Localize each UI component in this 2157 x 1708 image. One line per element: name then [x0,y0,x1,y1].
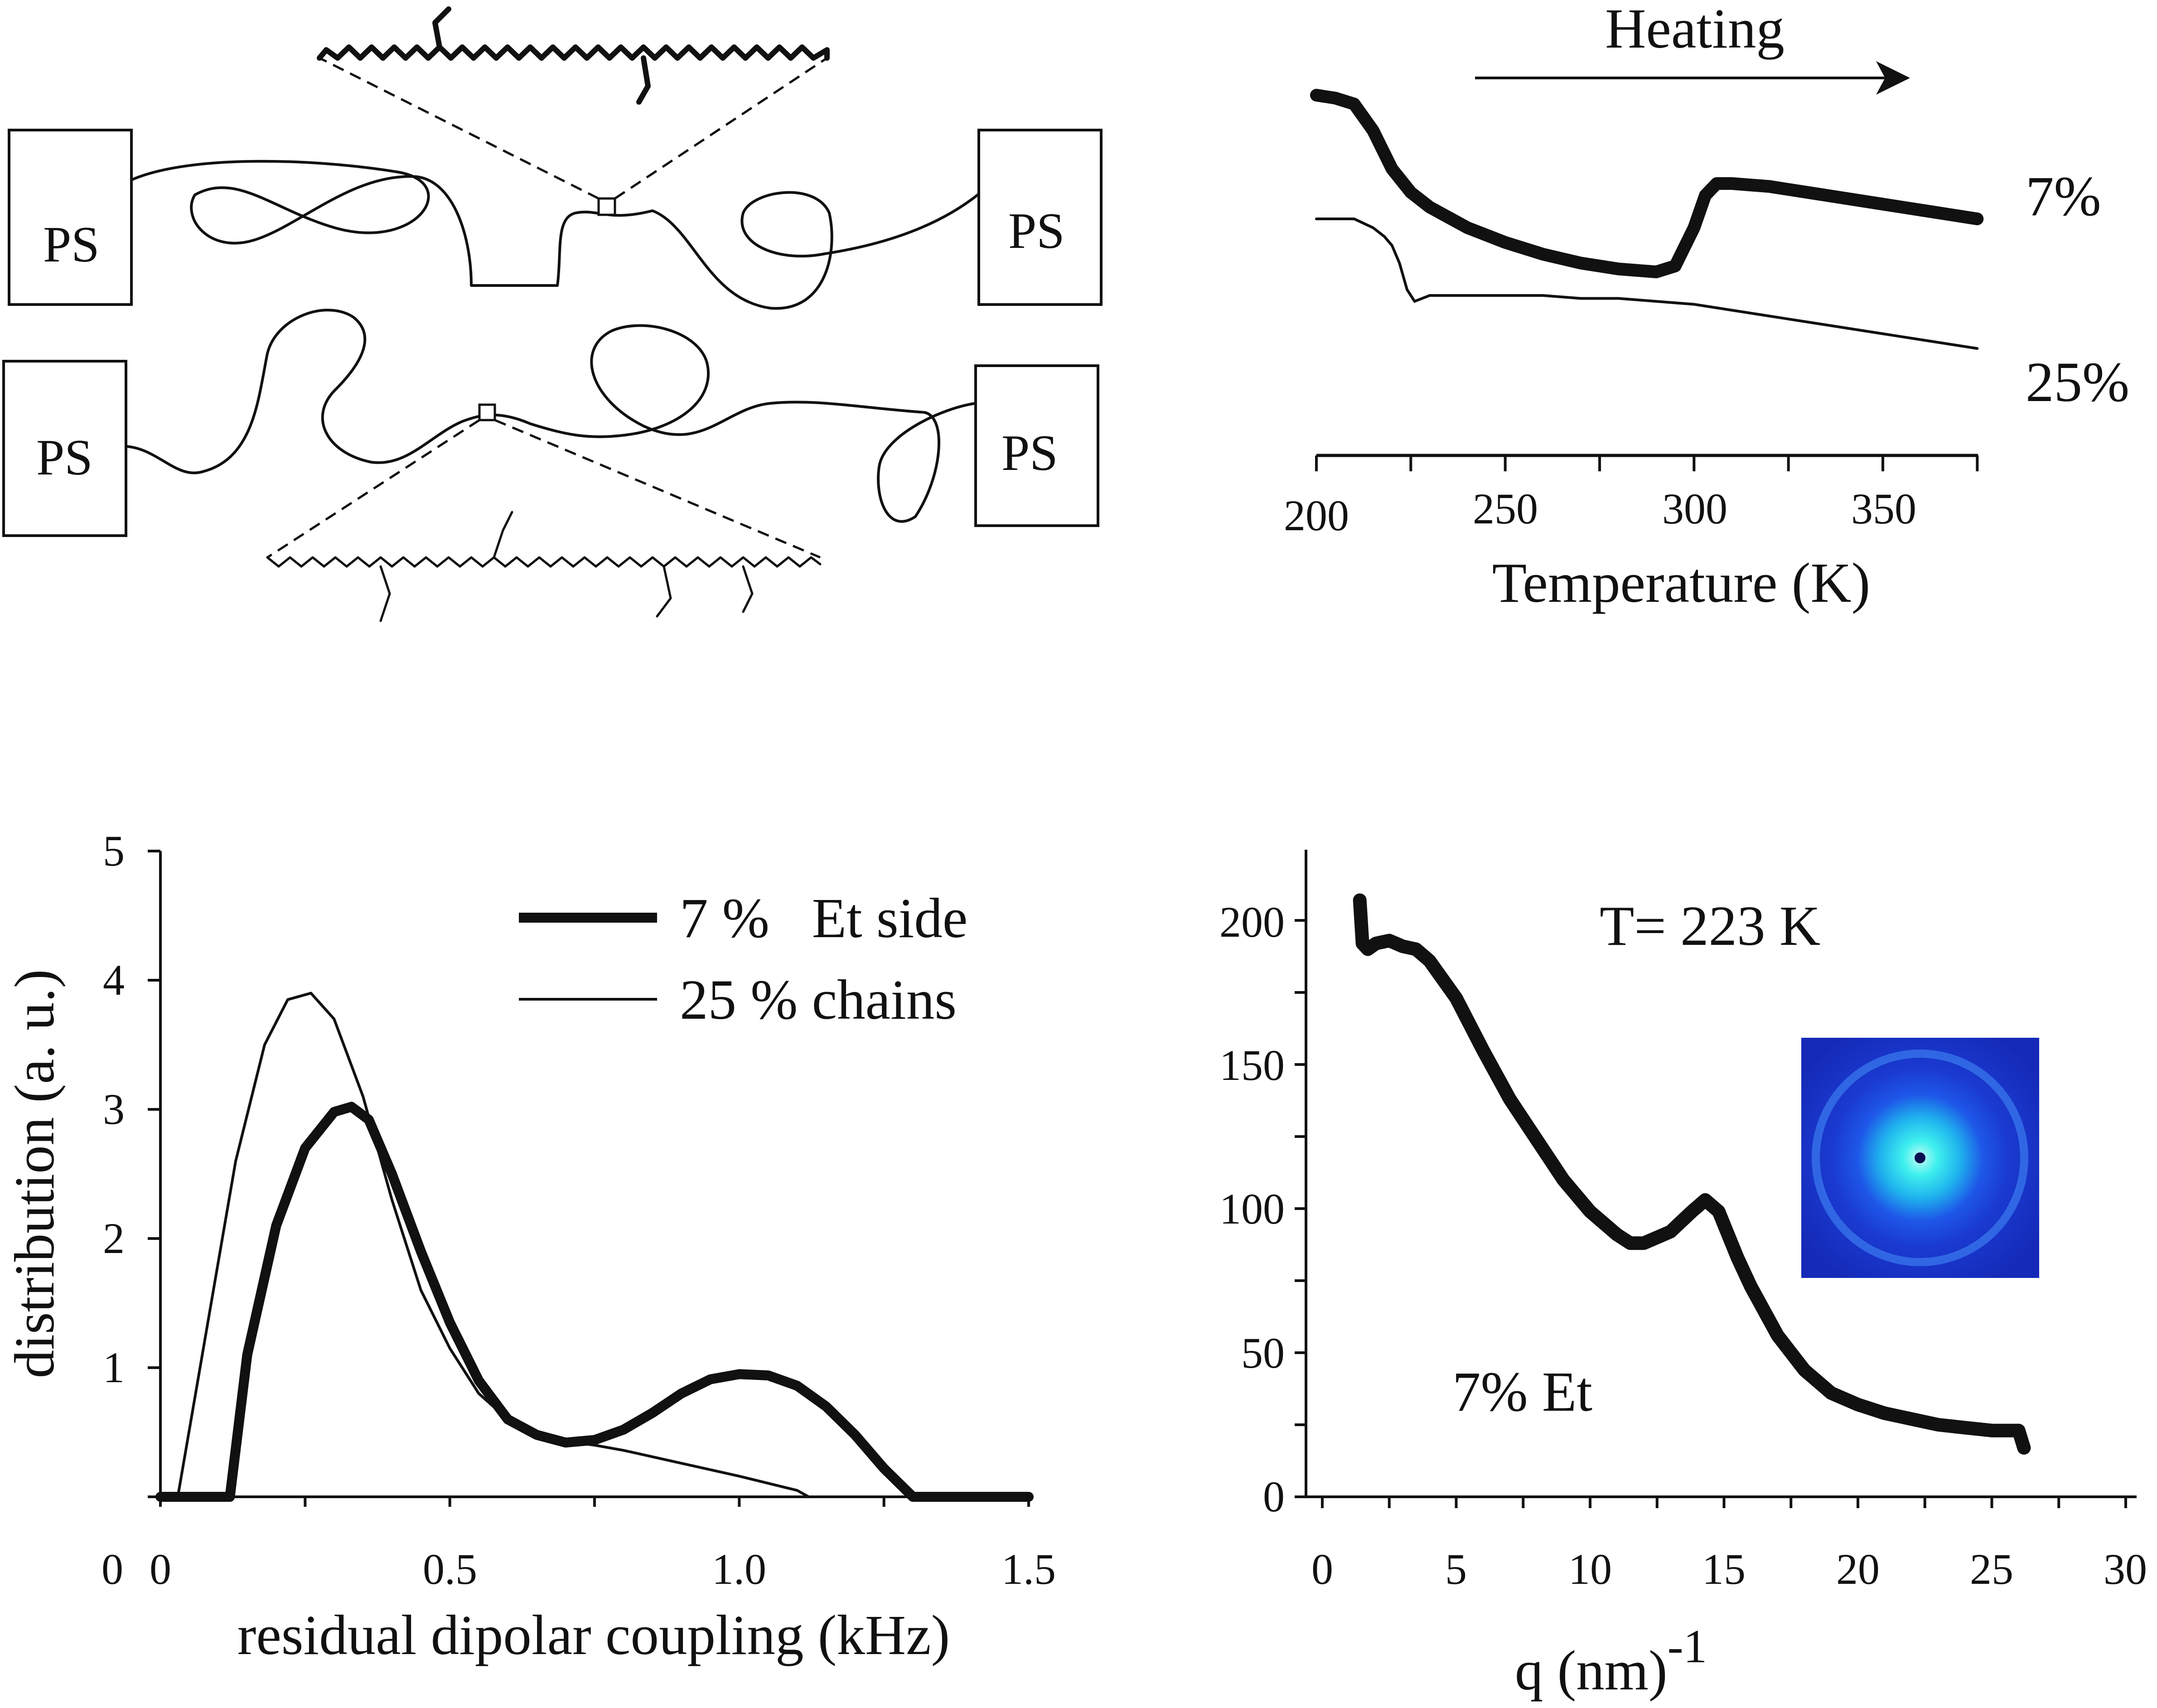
saxs-x-tick-label-20: 20 [1836,1545,1880,1593]
dist-x-tick-label-0: 0 [150,1545,171,1593]
dist-y-axis-title: distribution (a. u.) [4,969,66,1379]
dist-x-tick-label-1.0: 1.0 [712,1545,766,1593]
bottom-molecule-side-groups [379,511,754,622]
dist-y-tick-label-2: 2 [103,1214,125,1263]
bottom-zoom-lines [266,419,821,559]
dsc-tick-label-250: 250 [1473,484,1538,533]
distribution-chart: 0 0 0.5 1.0 1.5 5 4 3 2 1 residual dipol… [4,827,1056,1667]
saxs-ticks [1295,919,2127,1508]
dsc-curve-25pct [1315,218,1979,350]
scattering-pattern-inset [1801,1038,2039,1278]
saxs-y-tick-label-150: 150 [1219,1041,1285,1089]
top-molecule-side-group-down [636,55,651,105]
saxs-title: T= 223 K [1600,895,1820,958]
top-zoom-lines [319,57,828,200]
legend-label-25pct: 25 % chains [680,969,957,1031]
dist-y-tick-label-1: 1 [103,1343,125,1392]
bottom-polymer-chain [125,309,977,523]
ps-block-bottom-left [2,360,127,537]
saxs-y-tick-label-100: 100 [1219,1185,1285,1233]
dist-x-axis-title: residual dipolar coupling (kHz) [237,1604,950,1667]
dist-origin-label: 0 [102,1545,123,1593]
dsc-curve-7pct [1310,89,1984,278]
saxs-y-tick-label-50: 50 [1241,1329,1285,1377]
dsc-chart: 200 250 300 350 Temperature (K) Heating … [1284,0,2129,614]
saxs-sample-annotation: 7% Et [1452,1361,1592,1423]
top-molecule-backbone [317,44,830,61]
saxs-x-tick-label-10: 10 [1568,1545,1612,1593]
bottom-zoom-marker [478,403,496,421]
heating-arrow-head [1876,61,1910,95]
top-zoom-marker [597,197,616,216]
inset-beam-stop [1915,1152,1925,1163]
saxs-x-tick-label-5: 5 [1445,1545,1467,1593]
polymer-schematic: PS PS PS PS [2,6,1103,622]
saxs-y-tick-label-200: 200 [1219,898,1285,946]
ps-label-3: PS [36,430,93,486]
legend-label-7pct: 7 % Et side [680,887,967,950]
saxs-x-tick-label-0: 0 [1311,1545,1333,1593]
dist-y-tick-label-4: 4 [103,956,125,1004]
dist-y-tick-label-5: 5 [103,827,125,875]
top-molecule-side-group-up [432,6,451,50]
dist-ticks [148,850,1030,1507]
saxs-y-tick-label-0: 0 [1263,1472,1285,1521]
dist-x-tick-label-1.5: 1.5 [1001,1545,1056,1593]
dsc-x-ticks [1315,455,1979,471]
dsc-series-label-7pct: 7% [2026,165,2101,228]
saxs-chart: 0 5 10 15 20 25 30 0 50 100 150 200 T= 2… [1219,850,2147,1702]
dist-curve-7pct-et-side [155,1102,1034,1502]
ps-label-4: PS [1001,425,1058,481]
ps-block-bottom-right [974,364,1099,527]
dsc-x-axis-title: Temperature (K) [1492,552,1871,614]
dsc-tick-label-300: 300 [1662,484,1727,533]
saxs-curve-7pct-et [1353,893,2031,1455]
saxs-x-tick-label-30: 30 [2104,1545,2147,1593]
ps-label-2: PS [1008,203,1065,259]
dist-curve-25pct-chains [159,992,810,1498]
dist-y-tick-label-3: 3 [103,1085,125,1133]
dsc-tick-label-350: 350 [1851,484,1916,533]
dsc-tick-label-200: 200 [1284,491,1349,540]
saxs-x-axis-title-main: q (nm) [1515,1640,1668,1702]
saxs-x-tick-label-15: 15 [1702,1545,1746,1593]
top-polymer-chain [130,160,980,310]
inset-scattering-ring [1812,1050,2028,1266]
ps-block-top-left [8,129,133,306]
saxs-x-axis-title-exponent: -1 [1668,1620,1707,1673]
ps-block-top-right [977,129,1103,306]
bottom-molecule-backbone [266,556,822,568]
saxs-x-axis-title: q (nm)-1 [1515,1620,1707,1702]
ps-label-1: PS [43,217,100,273]
saxs-x-tick-label-25: 25 [1970,1545,2013,1593]
dsc-series-label-25pct: 25% [2026,351,2129,414]
heating-annotation: Heating [1605,0,1785,60]
dist-x-tick-label-0.5: 0.5 [423,1545,477,1593]
